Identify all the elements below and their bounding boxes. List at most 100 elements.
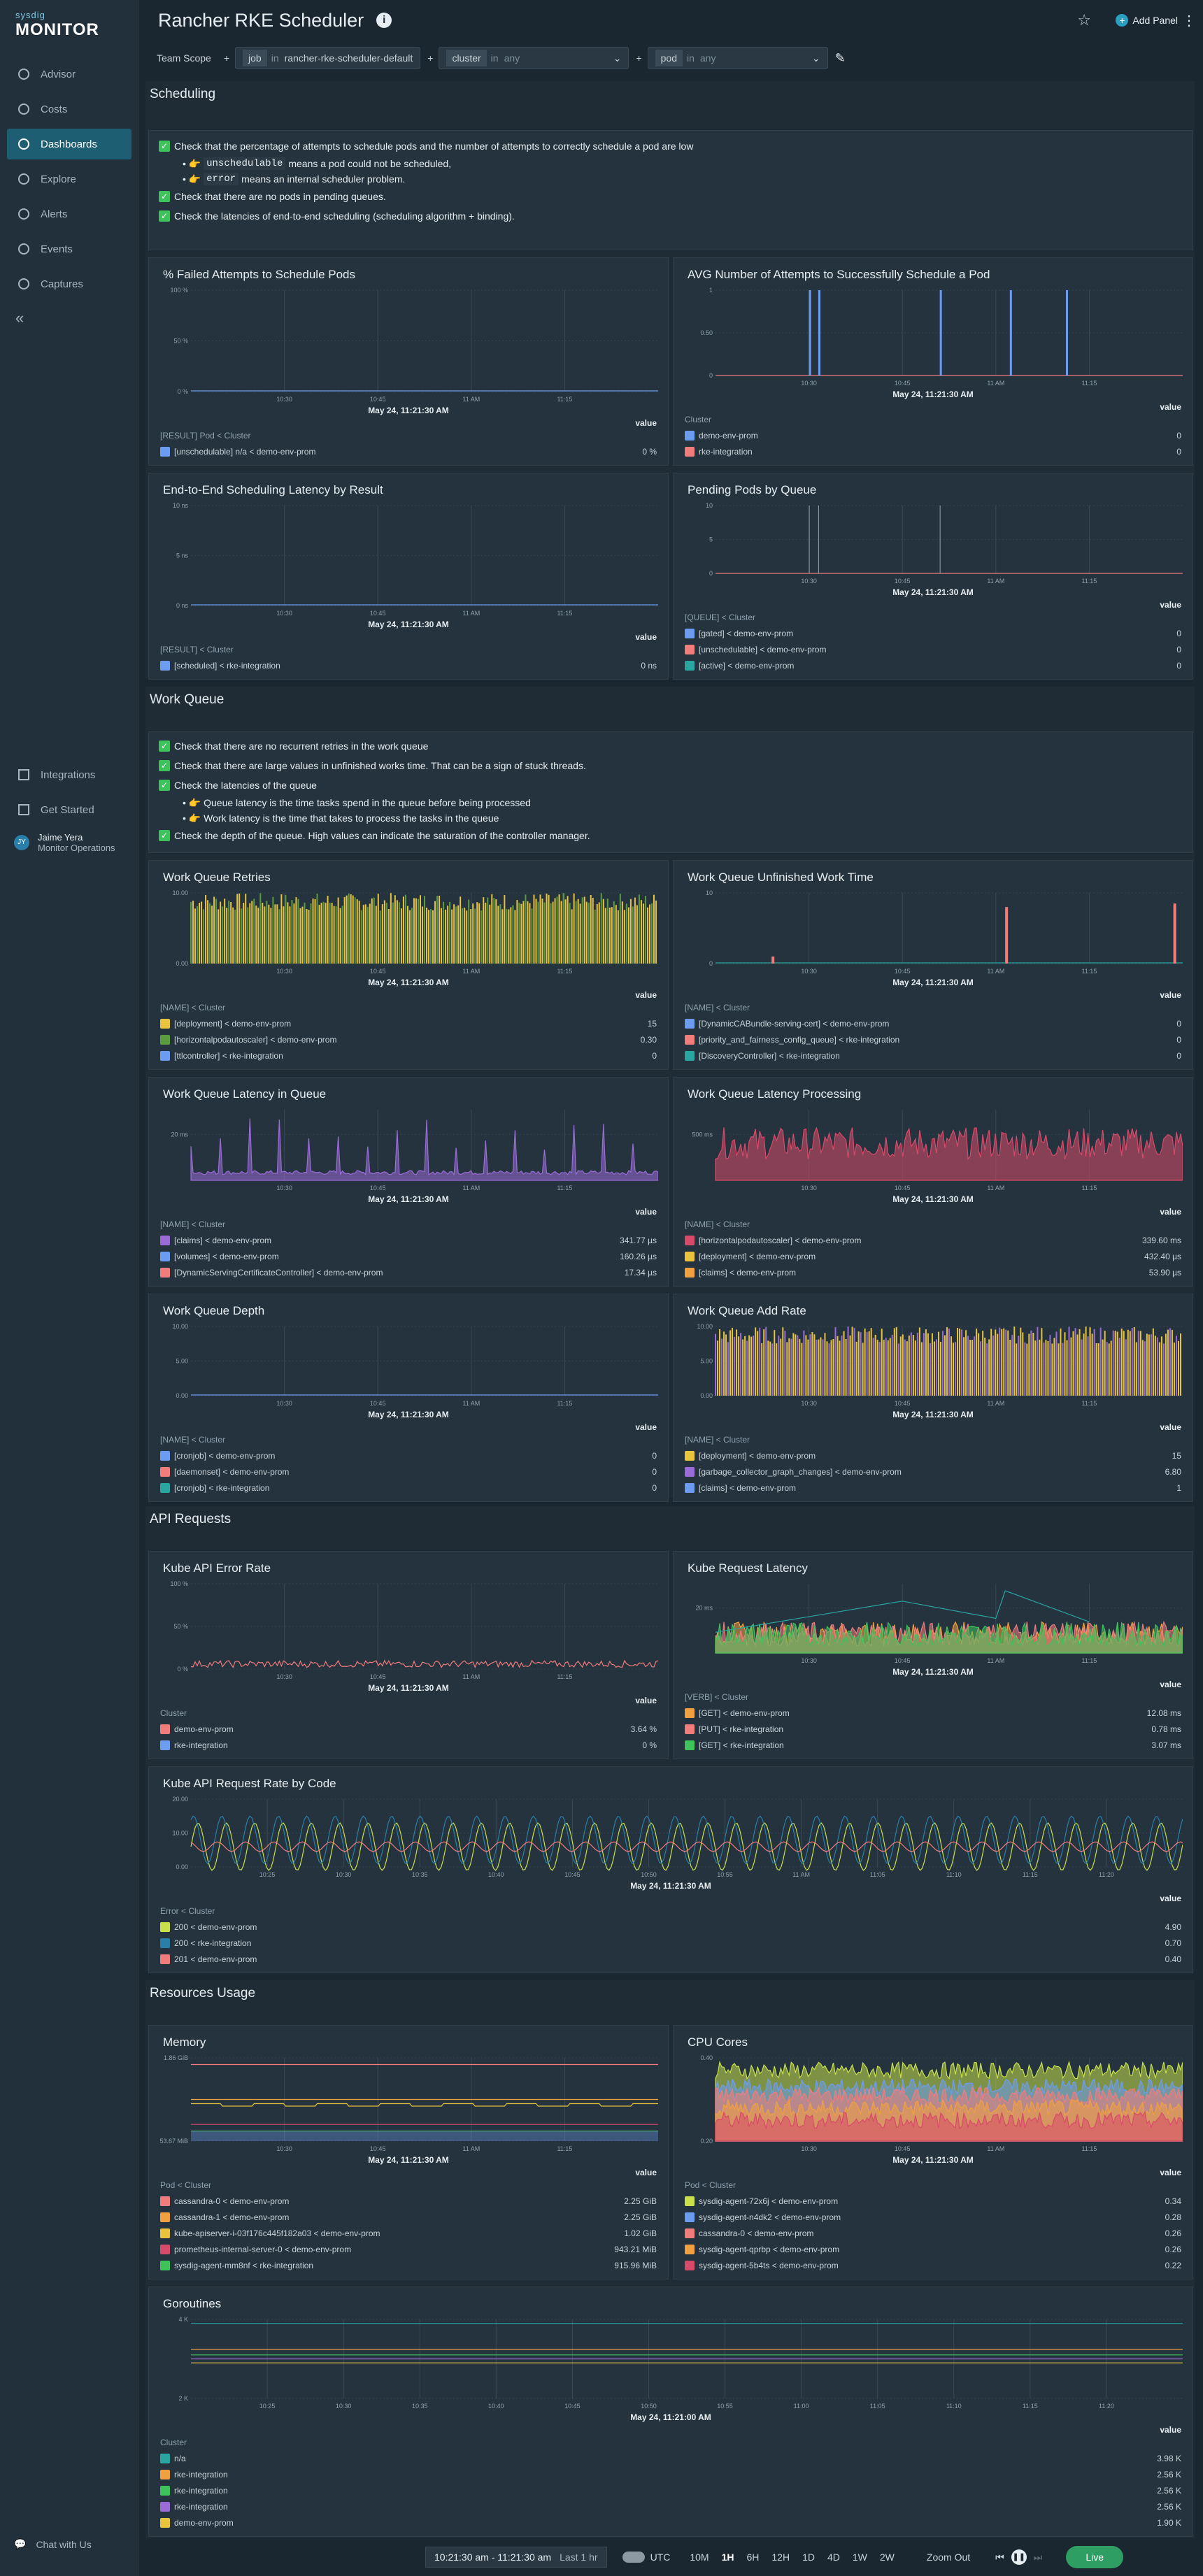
legend-row[interactable]: sysdig-agent-mm8nf < rke-integration 915.… — [160, 2257, 657, 2273]
add-panel-button[interactable]: + Add Panel — [1116, 14, 1178, 27]
edit-pencil-icon[interactable]: ✎ — [834, 50, 846, 65]
zoom-out-button[interactable]: Zoom Out — [926, 2552, 971, 2563]
pod-filter[interactable]: pod in any ⌄ — [647, 47, 828, 69]
legend-row[interactable]: [gated] < demo-env-prom 0 — [685, 625, 1181, 641]
skip-forward-icon[interactable]: ⏭ — [1033, 2551, 1043, 2563]
legend-row[interactable]: 200 < rke-integration 0.70 — [160, 1935, 1181, 1951]
panel-avg-number-of-attempts-to-successfully-schedule-a-pod[interactable]: AVG Number of Attempts to Successfully S… — [673, 257, 1193, 466]
collapse-sidebar-icon[interactable]: « — [15, 309, 24, 327]
legend-row[interactable]: [claims] < demo-env-prom 341.77 µs — [160, 1232, 657, 1248]
chat-button[interactable]: 💬 Chat with Us — [14, 2538, 92, 2550]
sidebar-item-captures[interactable]: Captures — [7, 269, 131, 299]
legend-row[interactable]: [unschedulable] n/a < demo-env-prom 0 % — [160, 443, 657, 459]
legend-row[interactable]: [claims] < demo-env-prom 53.90 µs — [685, 1264, 1181, 1280]
legend-row[interactable]: [horizontalpodautoscaler] < demo-env-pro… — [685, 1232, 1181, 1248]
legend-row[interactable]: sysdig-agent-n4dk2 < demo-env-prom 0.28 — [685, 2209, 1181, 2225]
range-4d[interactable]: 4D — [827, 2552, 840, 2563]
legend-row[interactable]: 200 < demo-env-prom 4.90 — [160, 1919, 1181, 1935]
legend-row[interactable]: rke-integration 2.56 K — [160, 2498, 1181, 2514]
legend-row[interactable]: [GET] < demo-env-prom 12.08 ms — [685, 1705, 1181, 1721]
range-1w[interactable]: 1W — [852, 2552, 867, 2563]
legend-row[interactable]: [PUT] < rke-integration 0.78 ms — [685, 1721, 1181, 1737]
sidebar-item-events[interactable]: Events — [7, 234, 131, 264]
chart-plot[interactable]: 10 5 0 10:30 10:45 11 AM 11:15 — [685, 503, 1183, 585]
legend-row[interactable]: [daemonset] < demo-env-prom 0 — [160, 1464, 657, 1480]
more-options-icon[interactable]: ⋮ — [1182, 13, 1196, 29]
chart-plot[interactable]: 10.00 0.00 10:30 10:45 11 AM 11:15 — [160, 890, 658, 975]
chart-plot[interactable]: 500 ms 10:30 10:45 11 AM 11:15 — [685, 1107, 1183, 1192]
range-12h[interactable]: 12H — [771, 2552, 790, 2563]
panel-work-queue-retries[interactable]: Work Queue Retries 10.00 0.00 10:30 10:45 11 … — [148, 860, 669, 1070]
sidebar-item-explore[interactable]: Explore — [7, 164, 131, 194]
legend-row[interactable]: [deployment] < demo-env-prom 15 — [685, 1447, 1181, 1464]
legend-row[interactable]: [cronjob] < rke-integration 0 — [160, 1480, 657, 1496]
legend-row[interactable]: [unschedulable] < demo-env-prom 0 — [685, 641, 1181, 657]
legend-row[interactable]: sysdig-agent-72x6j < demo-env-prom 0.34 — [685, 2193, 1181, 2209]
chart-plot[interactable]: 4 K 2 K 10:25 10:30 10:35 10:40 10:45 10:50 10:5… — [160, 2317, 1183, 2410]
legend-row[interactable]: rke-integration 0 % — [160, 1737, 657, 1753]
legend-row[interactable]: [garbage_collector_graph_changes] < demo… — [685, 1464, 1181, 1480]
user-menu[interactable]: JY Jaime Yera Monitor Operations — [14, 832, 115, 853]
legend-row[interactable]: [volumes] < demo-env-prom 160.26 µs — [160, 1248, 657, 1264]
legend-row[interactable]: [cronjob] < demo-env-prom 0 — [160, 1447, 657, 1464]
legend-row[interactable]: [deployment] < demo-env-prom 432.40 µs — [685, 1248, 1181, 1264]
chart-plot[interactable]: 10 ns 5 ns 0 ns 10:30 10:45 11 AM 11:15 — [160, 503, 658, 617]
chart-plot[interactable]: 20.00 10.00 0.00 10:25 10:30 10:35 10:40 10:45 1… — [160, 1796, 1183, 1878]
sidebar-item-advisor[interactable]: Advisor — [7, 59, 131, 90]
legend-row[interactable]: [active] < demo-env-prom 0 — [685, 657, 1181, 673]
chart-plot[interactable]: 100 % 50 % 0 % 10:30 10:45 11 AM 11:15 — [160, 1581, 658, 1680]
legend-row[interactable]: cassandra-0 < demo-env-prom 2.25 GiB — [160, 2193, 657, 2209]
legend-row[interactable]: cassandra-1 < demo-env-prom 2.25 GiB — [160, 2209, 657, 2225]
legend-row[interactable]: prometheus-internal-server-0 < demo-env-… — [160, 2241, 657, 2257]
panel-work-queue-add-rate[interactable]: Work Queue Add Rate 10.00 5.00 0.00 10:30 10:… — [673, 1294, 1193, 1502]
legend-row[interactable]: rke-integration 2.56 K — [160, 2482, 1181, 2498]
legend-row[interactable]: rke-integration 0 — [685, 443, 1181, 459]
legend-row[interactable]: sysdig-agent-qprbp < demo-env-prom 0.26 — [685, 2241, 1181, 2257]
chart-plot[interactable]: 100 % 50 % 0 % 10:30 10:45 11 AM 11:15 — [160, 287, 658, 403]
panel-work-queue-depth[interactable]: Work Queue Depth 10.00 5.00 0.00 10:30 10:45 1… — [148, 1294, 669, 1502]
legend-row[interactable]: n/a 3.98 K — [160, 2450, 1181, 2466]
range-2w[interactable]: 2W — [879, 2552, 895, 2563]
pause-icon[interactable]: ❚❚ — [1011, 2549, 1027, 2565]
legend-row[interactable]: [horizontalpodautoscaler] < demo-env-pro… — [160, 1031, 657, 1047]
legend-row[interactable]: [ttlcontroller] < rke-integration 0 — [160, 1047, 657, 1064]
time-range-selector[interactable]: 10:21:30 am - 11:21:30 am Last 1 hr — [425, 2547, 607, 2568]
panel-work-queue-unfinished-work-time[interactable]: Work Queue Unfinished Work Time 10 0 10:30 1… — [673, 860, 1193, 1070]
live-button[interactable]: Live — [1066, 2546, 1124, 2568]
cluster-filter[interactable]: cluster in any ⌄ — [439, 47, 629, 69]
legend-row[interactable]: [DynamicCABundle-serving-cert] < demo-en… — [685, 1015, 1181, 1031]
legend-row[interactable]: rke-integration 2.56 K — [160, 2466, 1181, 2482]
favorite-star-icon[interactable]: ☆ — [1077, 11, 1091, 29]
legend-row[interactable]: kube-apiserver-i-03f176c445f182a03 < dem… — [160, 2225, 657, 2241]
panel-work-queue-latency-in-queue[interactable]: Work Queue Latency in Queue 20 ms 10:30 10:… — [148, 1077, 669, 1287]
panel--failed-attempts-to-schedule-pods[interactable]: % Failed Attempts to Schedule Pods 100 % 5… — [148, 257, 669, 466]
legend-row[interactable]: sysdig-agent-5b4ts < demo-env-prom 0.22 — [685, 2257, 1181, 2273]
panel-cpu-cores[interactable]: CPU Cores 0.40 0.20 10:30 10:45 11 AM 11:15 May… — [673, 2025, 1193, 2280]
legend-row[interactable]: [claims] < demo-env-prom 1 — [685, 1480, 1181, 1496]
chart-plot[interactable]: 10.00 5.00 0.00 10:30 10:45 11 AM 11:15 — [685, 1324, 1183, 1407]
legend-row[interactable]: cassandra-0 < demo-env-prom 0.26 — [685, 2225, 1181, 2241]
legend-row[interactable]: [priority_and_fairness_config_queue] < r… — [685, 1031, 1181, 1047]
sidebar-item-dashboards[interactable]: Dashboards — [7, 129, 131, 159]
sysdig-monitor-logo[interactable]: sysdig MONITOR — [15, 10, 99, 40]
legend-row[interactable]: [scheduled] < rke-integration 0 ns — [160, 657, 657, 673]
job-filter[interactable]: job in rancher-rke-scheduler-default — [235, 47, 421, 69]
sidebar-item-integrations[interactable]: Integrations — [7, 759, 131, 790]
panel-work-queue-latency-processing[interactable]: Work Queue Latency Processing 500 ms 10:30… — [673, 1077, 1193, 1287]
utc-toggle[interactable] — [622, 2552, 645, 2563]
panel-kube-request-latency[interactable]: Kube Request Latency 20 ms 10:30 10:45 11 AM… — [673, 1551, 1193, 1759]
chart-plot[interactable]: 1.86 GiB 953.67 MiB 10:30 10:45 11 AM 11:15 — [160, 2055, 658, 2152]
range-6h[interactable]: 6H — [746, 2552, 760, 2563]
legend-row[interactable]: [GET] < rke-integration 3.07 ms — [685, 1737, 1181, 1753]
panel-kube-api-error-rate[interactable]: Kube API Error Rate 100 % 50 % 0 % 10:30 10:4… — [148, 1551, 669, 1759]
chart-plot[interactable]: 0.40 0.20 10:30 10:45 11 AM 11:15 — [685, 2055, 1183, 2152]
chart-plot[interactable]: 1 0.50 0 10:30 10:45 11 AM 11:15 — [685, 287, 1183, 387]
chart-plot[interactable]: 20 ms 10:30 10:45 11 AM 11:15 — [685, 1581, 1183, 1664]
sidebar-item-costs[interactable]: Costs — [7, 94, 131, 124]
legend-row[interactable]: [DiscoveryController] < rke-integration 0 — [685, 1047, 1181, 1064]
legend-row[interactable]: 201 < demo-env-prom 0.40 — [160, 1951, 1181, 1967]
panel-pending-pods-by-queue[interactable]: Pending Pods by Queue 10 5 0 10:30 10:45 11 AM… — [673, 473, 1193, 680]
legend-row[interactable]: demo-env-prom 1.90 K — [160, 2514, 1181, 2531]
legend-row[interactable]: [DynamicServingCertificateController] < … — [160, 1264, 657, 1280]
sidebar-item-get-started[interactable]: Get Started — [7, 794, 131, 825]
